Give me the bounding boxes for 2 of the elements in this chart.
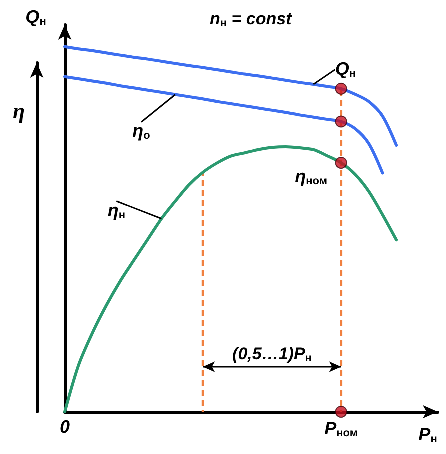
x-tick-label: 0 [60, 417, 70, 437]
y2-axis-title: η [12, 98, 26, 124]
